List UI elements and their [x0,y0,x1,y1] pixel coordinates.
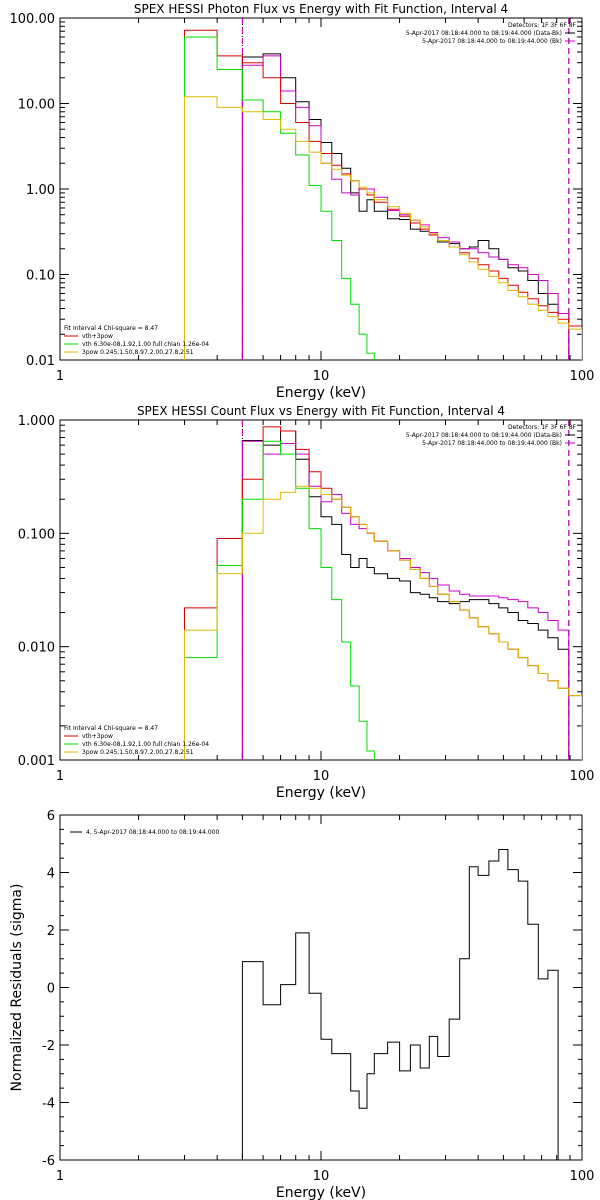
series-line-residuals [241,849,569,1160]
x-tick-label: 1 [56,1169,64,1184]
series-line-bk [241,440,570,760]
legend-bottom-text: vth 6.30e-08,1.92,1.00 full chian 1.26e-… [82,741,209,748]
x-tick-label: 10 [313,369,330,384]
series-group [184,29,582,360]
series-group [184,426,582,760]
chart-title: SPEX HESSI Count Flux vs Energy with Fit… [137,404,505,418]
y-tick-label: 100.00 [10,12,56,27]
y-tick-label: 0 [47,982,55,997]
y-tick-label: 6 [47,809,55,824]
plot-frame [59,814,583,1161]
legend-top-text: 5-Apr-2017 08:18:44.000 to 08:19:44.000 … [422,440,562,447]
x-tick-label: 10 [313,769,330,784]
y-tick-label: 0.01 [26,354,55,369]
legend-bottom-text: vth+3pow [82,333,113,340]
x-axis-label: Energy (keV) [276,385,366,401]
x-tick-label: 100 [570,1169,595,1184]
x-axis-label: Energy (keV) [276,785,366,801]
residual-legend-text: 4, 5-Apr-2017 08:18:44.000 to 08:19:44.0… [86,829,219,836]
x-tick-label: 10 [313,1169,330,1184]
detectors-label: Detectors: 1F 3F 6F 8F [508,22,577,29]
x-tick-label: 1 [56,769,64,784]
y-tick-label: 0.001 [18,754,55,769]
x-tick-label: 1 [56,369,64,384]
fit-header: Fit Interval 4 Chi-square = 8.47 [64,325,158,332]
detectors-label: Detectors: 1F 3F 6F 8F [508,424,577,431]
chart-panel-2: SPEX HESSI Count Flux vs Energy with Fit… [18,404,595,801]
y-tick-label: 0.100 [18,527,55,542]
y-tick-label: 1.000 [18,414,55,429]
fit-header: Fit Interval 4 Chi-square = 8.47 [64,725,158,732]
x-tick-label: 100 [570,369,595,384]
x-axis-label: Energy (keV) [276,1185,366,1200]
legend-bottom-text: 3pow 0.245,1.50,8.97,2.00,27.8,2.51 [82,349,194,356]
series-line-3pow [184,485,582,760]
series-line-vth-3pow [184,29,582,360]
y-tick-label: -2 [42,1039,55,1054]
legend-top-text: 5-Apr-2017 08:18:44.000 to 08:19:44.000 … [406,30,562,37]
y-axis-label: Normalized Residuals (sigma) [9,884,25,1092]
legend-bottom-text: vth+3pow [82,733,113,740]
series-line-bk [241,55,570,360]
y-tick-label: 1.00 [26,183,55,198]
y-tick-label: -6 [42,1154,55,1169]
series-line-data-bk [241,430,570,760]
y-tick-label: 4 [47,867,55,882]
plot-frame [59,419,583,761]
series-line-vth [184,440,375,760]
legend-top-text: 5-Apr-2017 08:18:44.000 to 08:19:44.000 … [406,432,562,439]
legend-bottom-text: vth 6.30e-08,1.92,1.00 full chian 1.26e-… [82,341,209,348]
chart-title: SPEX HESSI Photon Flux vs Energy with Fi… [134,2,508,16]
series-line-3pow [184,96,582,360]
y-tick-label: 10.00 [18,98,55,113]
series-line-vth-3pow [184,426,582,760]
series-group [241,849,569,1160]
series-line-vth [184,36,375,360]
series-line-data-bk [241,53,570,360]
x-tick-label: 100 [570,769,595,784]
legend-top-text: 5-Apr-2017 08:18:44.000 to 08:19:44.000 … [422,38,562,45]
y-tick-label: 0.10 [26,269,55,284]
chart-panel-3: 1 10 100 -6 -4 -2 0 2 4 6 Energy (keV) Normalized R… [9,809,594,1200]
y-tick-label: 2 [47,924,55,939]
legend-bottom-text: 3pow 0.245,1.50,8.97,2.00,27.8,2.51 [82,749,194,756]
y-tick-label: -4 [42,1097,55,1112]
y-tick-label: 0.010 [18,641,55,656]
chart-panel-1: SPEX HESSI Photon Flux vs Energy with Fi… [10,2,595,401]
